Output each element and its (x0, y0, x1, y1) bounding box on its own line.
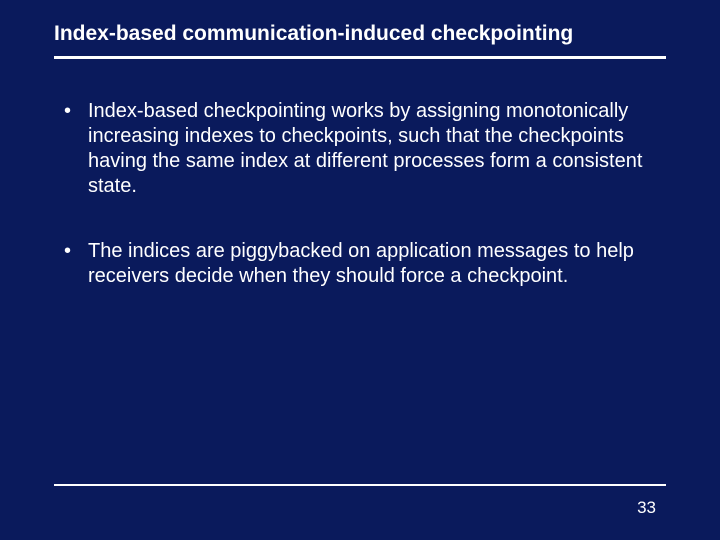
slide: Index-based communication-induced checkp… (0, 0, 720, 540)
bullet-text: The indices are piggybacked on applicati… (88, 239, 660, 289)
slide-title: Index-based communication-induced checkp… (0, 0, 720, 56)
slide-content: • Index-based checkpointing works by ass… (0, 59, 720, 289)
bullet-marker: • (60, 239, 88, 264)
bullet-text: Index-based checkpointing works by assig… (88, 99, 660, 199)
bullet-marker: • (60, 99, 88, 124)
page-number: 33 (637, 498, 656, 518)
bottom-rule (54, 484, 666, 486)
bullet-item: • Index-based checkpointing works by ass… (60, 99, 660, 199)
bullet-item: • The indices are piggybacked on applica… (60, 239, 660, 289)
